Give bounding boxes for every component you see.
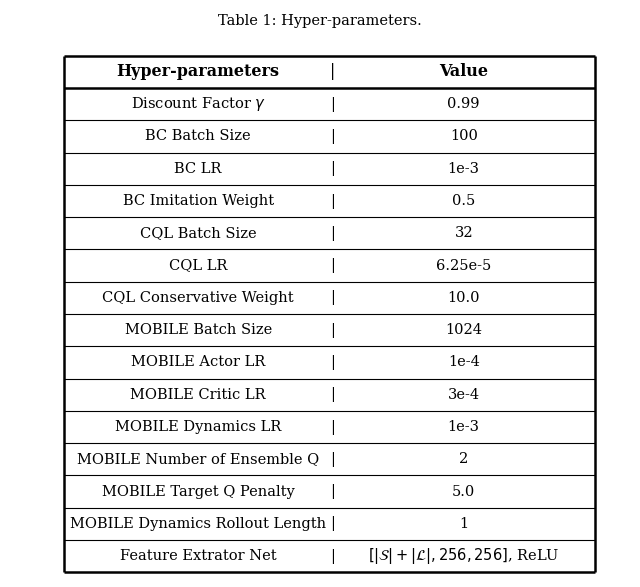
Text: MOBILE Dynamics Rollout Length: MOBILE Dynamics Rollout Length: [70, 517, 326, 531]
Text: Value: Value: [439, 63, 488, 80]
Text: $[|\mathcal{S}| + |\mathcal{L}|, 256, 256]$, ReLU: $[|\mathcal{S}| + |\mathcal{L}|, 256, 25…: [368, 546, 559, 566]
Text: |: |: [330, 355, 335, 370]
Text: BC LR: BC LR: [175, 162, 222, 176]
Text: |: |: [330, 387, 335, 402]
Text: MOBILE Critic LR: MOBILE Critic LR: [131, 388, 266, 402]
Text: 2: 2: [459, 453, 468, 466]
Text: |: |: [330, 226, 335, 241]
Text: 1: 1: [459, 517, 468, 531]
Text: 0.5: 0.5: [452, 194, 476, 208]
Text: |: |: [330, 323, 335, 338]
Text: 1e-3: 1e-3: [448, 162, 480, 176]
Text: 1e-4: 1e-4: [448, 356, 479, 369]
Text: MOBILE Batch Size: MOBILE Batch Size: [125, 323, 272, 337]
Text: MOBILE Dynamics LR: MOBILE Dynamics LR: [115, 420, 281, 434]
Text: 5.0: 5.0: [452, 485, 476, 498]
Text: |: |: [330, 291, 335, 305]
Text: CQL LR: CQL LR: [169, 259, 227, 272]
Text: Hyper-parameters: Hyper-parameters: [116, 63, 280, 80]
Text: |: |: [330, 194, 335, 208]
Text: 32: 32: [454, 227, 473, 240]
Text: |: |: [330, 129, 335, 144]
Text: 0.99: 0.99: [447, 97, 480, 111]
Text: BC Imitation Weight: BC Imitation Weight: [123, 194, 274, 208]
Text: MOBILE Actor LR: MOBILE Actor LR: [131, 356, 265, 369]
Text: |: |: [330, 63, 335, 80]
Text: |: |: [330, 420, 335, 434]
Text: MOBILE Number of Ensemble Q: MOBILE Number of Ensemble Q: [77, 453, 319, 466]
Text: 1024: 1024: [445, 323, 482, 337]
Text: Table 1: Hyper-parameters.: Table 1: Hyper-parameters.: [218, 14, 422, 28]
Text: BC Batch Size: BC Batch Size: [145, 130, 251, 143]
Text: Discount Factor $\gamma$: Discount Factor $\gamma$: [131, 95, 266, 113]
Text: |: |: [330, 97, 335, 112]
Text: CQL Batch Size: CQL Batch Size: [140, 227, 257, 240]
Text: |: |: [330, 517, 335, 531]
Text: |: |: [330, 161, 335, 176]
Text: |: |: [330, 452, 335, 467]
Text: 3e-4: 3e-4: [447, 388, 480, 402]
Text: CQL Conservative Weight: CQL Conservative Weight: [102, 291, 294, 305]
Text: Feature Extrator Net: Feature Extrator Net: [120, 549, 276, 563]
Text: 10.0: 10.0: [447, 291, 480, 305]
Text: |: |: [330, 258, 335, 273]
Text: 100: 100: [450, 130, 477, 143]
Text: |: |: [330, 484, 335, 499]
Text: 1e-3: 1e-3: [448, 420, 480, 434]
Text: |: |: [330, 549, 335, 564]
Text: MOBILE Target Q Penalty: MOBILE Target Q Penalty: [102, 485, 294, 498]
Text: 6.25e-5: 6.25e-5: [436, 259, 492, 272]
